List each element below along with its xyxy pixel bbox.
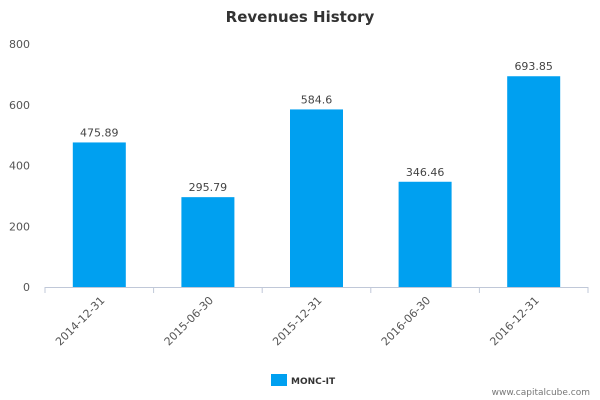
x-tick-label: 2014-12-31 bbox=[53, 294, 107, 348]
chart-title: Revenues History bbox=[226, 8, 375, 26]
legend-swatch bbox=[271, 374, 287, 386]
bar-2015-12-31[interactable] bbox=[290, 109, 343, 287]
bar-2016-06-30[interactable] bbox=[398, 181, 452, 287]
data-label: 475.89 bbox=[80, 126, 119, 139]
bar-2014-12-31[interactable] bbox=[72, 142, 126, 287]
bar-2016-12-31[interactable] bbox=[507, 76, 561, 287]
y-tick-label: 200 bbox=[9, 220, 30, 233]
data-label: 346.46 bbox=[406, 166, 445, 179]
data-labels: 475.89 295.79 584.6 346.46 693.85 bbox=[80, 60, 553, 194]
x-tick-label: 2015-06-30 bbox=[162, 294, 216, 348]
y-tick-label: 600 bbox=[9, 99, 30, 112]
data-label: 584.6 bbox=[301, 93, 333, 106]
y-tick-label: 400 bbox=[9, 160, 30, 173]
x-tick-label: 2016-12-31 bbox=[487, 294, 541, 348]
x-axis-ticks: 2014-12-31 2015-06-30 2015-12-31 2016-06-30… bbox=[44, 287, 589, 348]
legend[interactable]: MONC-IT bbox=[271, 374, 336, 387]
source-watermark: www.capitalcube.com bbox=[492, 388, 590, 398]
data-label: 693.85 bbox=[514, 60, 553, 73]
bar-2015-06-30[interactable] bbox=[181, 197, 235, 287]
legend-label: MONC-IT bbox=[291, 377, 336, 387]
y-axis-ticks: 0 200 400 600 800 bbox=[9, 38, 30, 294]
y-tick-label: 800 bbox=[9, 38, 30, 51]
x-tick-label: 2016-06-30 bbox=[379, 294, 433, 348]
bars bbox=[72, 76, 561, 287]
x-tick-label: 2015-12-31 bbox=[270, 294, 324, 348]
data-label: 295.79 bbox=[189, 181, 228, 194]
y-tick-label: 0 bbox=[23, 281, 30, 294]
